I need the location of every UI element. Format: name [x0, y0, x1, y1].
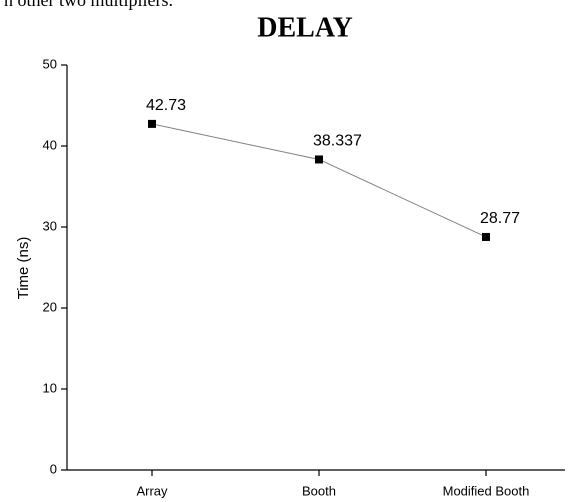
y-tick-label: 30 [43, 218, 57, 233]
chart-title: DELAY [257, 12, 352, 43]
text-fragment: n other two multipliers. [4, 0, 173, 10]
data-label: 28.77 [480, 210, 520, 227]
y-tick-label: 20 [43, 299, 57, 314]
y-tick-label: 50 [43, 56, 57, 71]
x-tick-label: Array [136, 483, 168, 498]
y-tick-label: 0 [50, 461, 57, 476]
x-tick-label: Modified Booth [443, 483, 530, 498]
y-tick-label: 10 [43, 380, 57, 395]
marker [482, 232, 490, 241]
marker [148, 119, 156, 128]
marker [315, 155, 323, 164]
y-axis-label: Time (ns) [15, 237, 32, 300]
data-label: 42.73 [146, 97, 186, 114]
y-tick-label: 40 [43, 137, 57, 152]
data-label: 38.337 [313, 133, 362, 150]
x-tick-label: Booth [302, 483, 336, 498]
